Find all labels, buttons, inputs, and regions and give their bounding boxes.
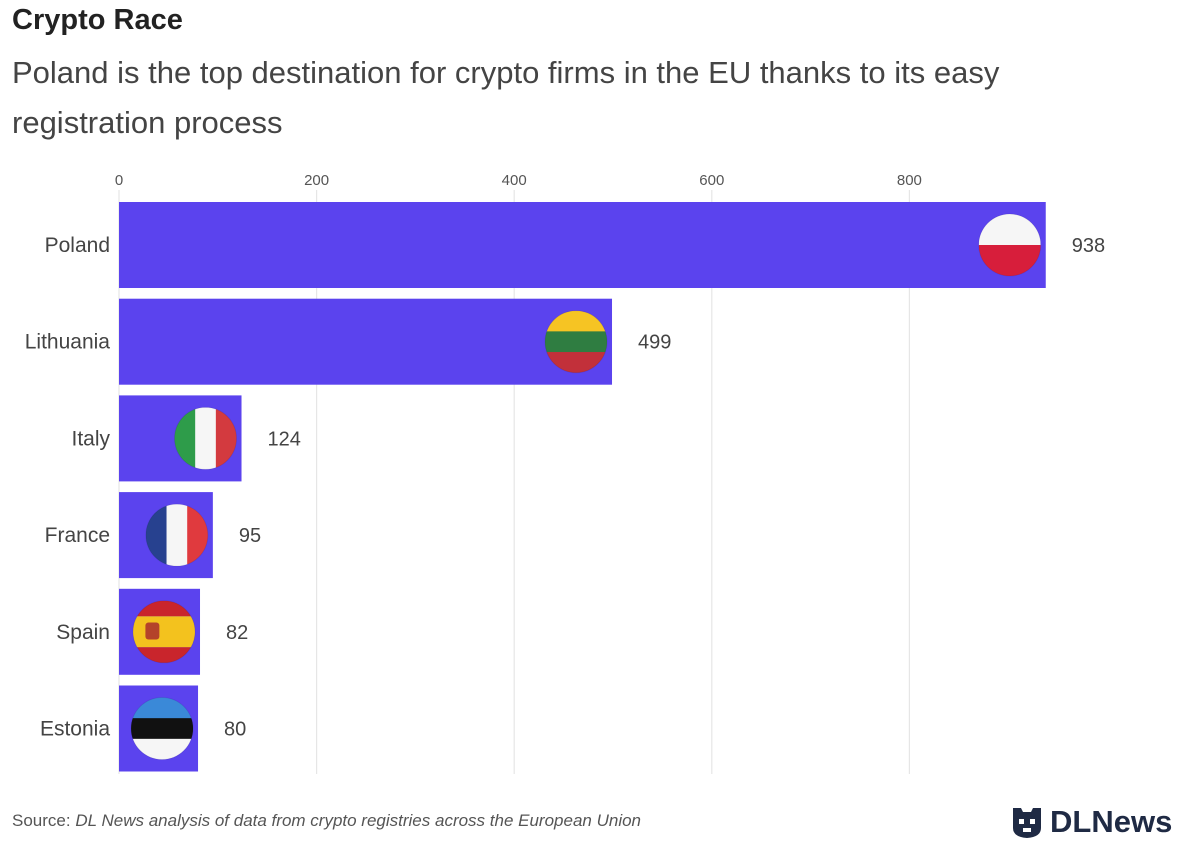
bar-lithuania	[119, 298, 613, 385]
bar-chart: 0 200 400 600 800 Poland 938 Lithuania 499 Italy 1…	[25, 172, 1105, 774]
value-label: 499	[638, 332, 671, 354]
bar-poland	[119, 202, 1046, 288]
poland-flag	[978, 213, 1042, 277]
x-tick-label: 400	[502, 172, 527, 189]
category-label: Poland	[45, 234, 110, 257]
x-tick-label: 800	[897, 172, 922, 189]
value-label: 938	[1072, 235, 1105, 257]
value-label: 124	[268, 428, 301, 450]
source-prefix: Source:	[12, 811, 71, 830]
france-flag	[145, 503, 209, 567]
lithuania-flag	[544, 310, 608, 374]
x-tick-label: 600	[699, 172, 724, 189]
category-label: Estonia	[40, 718, 110, 741]
chart-subtitle: Poland is the top destination for crypto…	[12, 55, 1000, 140]
value-label: 82	[226, 622, 248, 644]
dlnews-logo: DLNews	[1010, 797, 1172, 847]
chart-title: Crypto Race	[12, 4, 183, 36]
category-label: Lithuania	[25, 331, 111, 354]
x-tick-label: 0	[115, 172, 123, 189]
source-note: Source: DL News analysis of data from cr…	[12, 811, 641, 831]
category-label: France	[45, 524, 110, 547]
spain-flag	[132, 600, 196, 664]
category-label: Italy	[71, 427, 110, 450]
source-text: DL News analysis of data from crypto reg…	[75, 811, 642, 830]
value-label: 80	[224, 719, 246, 741]
logo-text: DLNews	[1050, 804, 1173, 839]
x-tick-label: 200	[304, 172, 329, 189]
value-label: 95	[239, 525, 261, 547]
dlnews-bear-icon	[1013, 808, 1041, 838]
category-label: Spain	[56, 621, 110, 644]
italy-flag	[174, 406, 238, 470]
estonia-flag	[130, 697, 194, 760]
